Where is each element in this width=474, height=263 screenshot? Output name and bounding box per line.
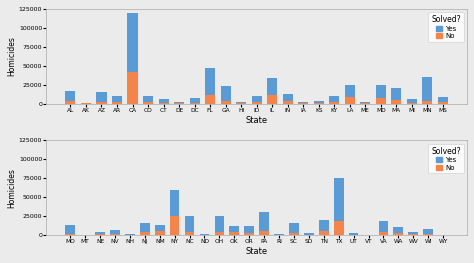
Bar	[314, 103, 324, 104]
X-axis label: State: State	[246, 115, 268, 125]
Bar	[174, 102, 184, 103]
Bar	[215, 216, 224, 232]
Bar	[304, 233, 314, 235]
Legend: Yes, No: Yes, No	[428, 12, 464, 42]
Bar	[360, 103, 370, 104]
Bar	[236, 102, 246, 103]
Bar	[112, 102, 122, 104]
Bar	[128, 72, 137, 104]
Bar	[96, 92, 107, 102]
Bar	[95, 232, 105, 234]
X-axis label: State: State	[246, 247, 268, 256]
Bar	[289, 233, 299, 235]
Bar	[349, 233, 358, 235]
Bar	[423, 229, 433, 234]
Bar	[407, 103, 417, 104]
Y-axis label: Homicides: Homicides	[7, 168, 16, 208]
Bar	[245, 233, 254, 235]
Bar	[158, 99, 169, 103]
Legend: Yes, No: Yes, No	[428, 144, 464, 173]
Bar	[110, 234, 120, 235]
Bar	[379, 221, 388, 232]
Bar	[155, 231, 164, 235]
Bar	[283, 101, 293, 104]
Bar	[236, 103, 246, 104]
Bar	[379, 232, 388, 235]
Bar	[274, 234, 284, 235]
Bar	[423, 234, 433, 235]
Bar	[158, 103, 169, 104]
Bar	[140, 223, 150, 232]
Bar	[220, 100, 231, 104]
Bar	[65, 234, 75, 235]
Bar	[185, 232, 194, 235]
Bar	[95, 234, 105, 235]
Bar	[267, 78, 277, 94]
Bar	[298, 103, 308, 104]
Bar	[140, 232, 150, 235]
Bar	[143, 103, 153, 104]
Bar	[252, 103, 262, 104]
Bar	[143, 97, 153, 103]
Bar	[360, 102, 370, 103]
Bar	[128, 13, 137, 72]
Bar	[96, 102, 107, 104]
Bar	[334, 221, 344, 235]
Bar	[229, 226, 239, 232]
Bar	[81, 103, 91, 104]
Bar	[314, 101, 324, 103]
Bar	[283, 94, 293, 101]
Bar	[259, 213, 269, 231]
Bar	[376, 85, 386, 98]
Bar	[245, 226, 254, 233]
Bar	[267, 94, 277, 104]
Bar	[438, 103, 448, 104]
Bar	[112, 96, 122, 102]
Bar	[393, 233, 403, 235]
Y-axis label: Homicides: Homicides	[7, 36, 16, 76]
Bar	[215, 232, 224, 235]
Bar	[229, 232, 239, 235]
Bar	[319, 220, 328, 231]
Bar	[319, 231, 328, 235]
Bar	[289, 223, 299, 233]
Bar	[110, 230, 120, 234]
Bar	[65, 225, 75, 234]
Bar	[334, 178, 344, 221]
Bar	[409, 234, 418, 235]
Bar	[329, 97, 339, 102]
Bar	[200, 234, 210, 235]
Bar	[329, 102, 339, 104]
Bar	[259, 231, 269, 235]
Bar	[205, 68, 215, 94]
Bar	[391, 100, 401, 104]
Bar	[170, 190, 180, 216]
Bar	[220, 86, 231, 100]
Bar	[393, 227, 403, 233]
Bar	[155, 225, 164, 231]
Bar	[345, 85, 355, 97]
Bar	[190, 98, 200, 103]
Bar	[65, 100, 75, 104]
Bar	[407, 99, 417, 103]
Bar	[438, 97, 448, 103]
Bar	[185, 216, 194, 232]
Bar	[391, 88, 401, 100]
Bar	[345, 97, 355, 104]
Bar	[125, 234, 135, 235]
Bar	[376, 98, 386, 104]
Bar	[65, 91, 75, 100]
Bar	[170, 216, 180, 235]
Bar	[205, 94, 215, 104]
Bar	[422, 77, 432, 101]
Bar	[422, 101, 432, 104]
Bar	[409, 232, 418, 234]
Bar	[190, 103, 200, 104]
Bar	[252, 97, 262, 103]
Bar	[298, 102, 308, 103]
